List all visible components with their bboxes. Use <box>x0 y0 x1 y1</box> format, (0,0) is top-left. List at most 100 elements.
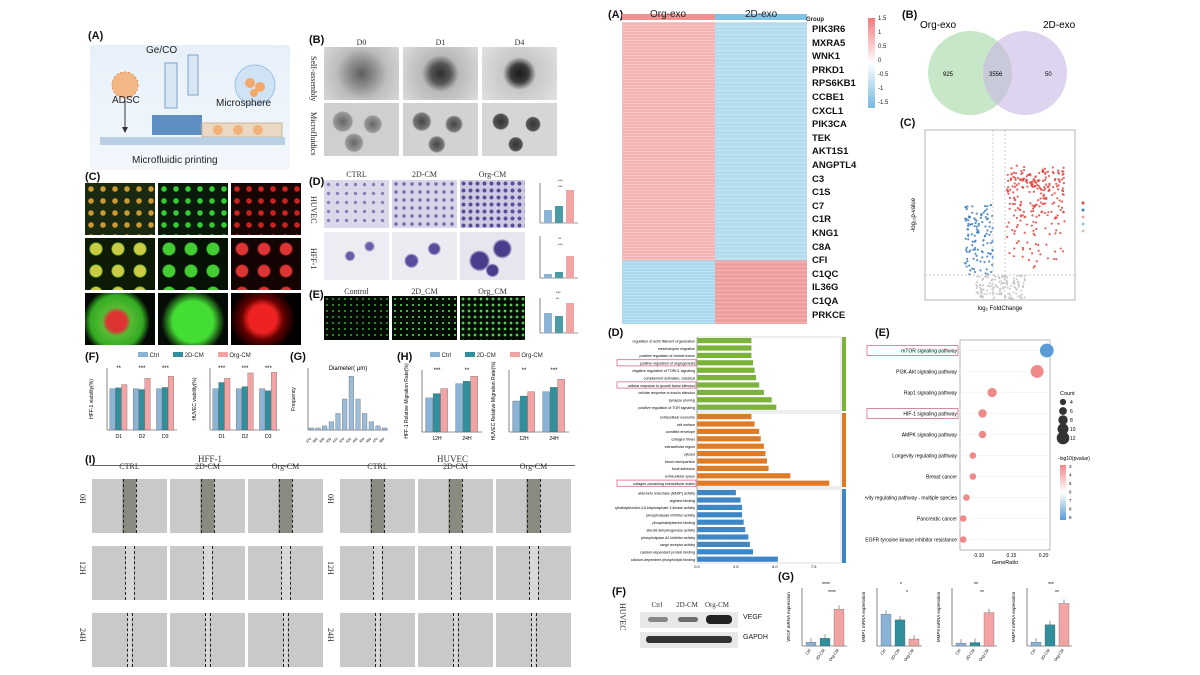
volcano-point-up <box>1050 210 1053 213</box>
volcano-point-up <box>1035 203 1038 206</box>
f-hff-bar <box>144 378 151 431</box>
i-row-label: 24H <box>78 628 87 642</box>
volcano-point-ns <box>978 275 981 278</box>
volcano-point-down <box>964 219 967 222</box>
b-micro-d0-top <box>324 47 399 100</box>
volcano-point-down <box>967 238 970 241</box>
volcano-point-up <box>1015 225 1018 229</box>
volcano-point-up <box>1016 195 1019 198</box>
kegg-bubble <box>969 473 977 480</box>
qpcr-bar <box>969 642 981 647</box>
volcano-point-ns <box>1011 282 1014 285</box>
volcano-point-down <box>982 243 985 247</box>
kegg-highlight <box>866 408 959 419</box>
panel-f-label: (F) <box>85 351 100 363</box>
i-divider-hff <box>90 465 330 466</box>
c-fluor-merged-3 <box>85 293 155 345</box>
volcano-point-ns <box>982 296 985 299</box>
volcano-point-down <box>967 222 970 225</box>
kegg-pathway-label: HIF-1 signaling pathway <box>903 412 957 418</box>
heatmap-scale-tick: -0.5 <box>878 72 889 78</box>
microsphere-label: Microsphere <box>216 98 272 109</box>
kegg-highlight <box>866 345 959 356</box>
f-hff-bar <box>115 387 122 431</box>
volcano-point-up <box>1009 188 1012 191</box>
volcano-point-up <box>1030 184 1034 187</box>
go-term: positive regulation of TOR signaling <box>638 406 695 410</box>
go-bar <box>697 451 766 457</box>
volcano-point-up <box>1057 184 1060 187</box>
heatmap-gene-label: C8A <box>812 241 832 253</box>
volcano-point-up <box>1033 234 1036 237</box>
volcano-point-up <box>1051 202 1054 205</box>
volcano-point-ns <box>1012 280 1015 283</box>
volcano-point-up <box>1021 248 1025 251</box>
volcano-point-up <box>1053 250 1057 253</box>
go-bar <box>697 404 777 410</box>
volcano-point-up <box>1048 233 1051 236</box>
volcano-point-ns <box>982 278 985 281</box>
f-huvec-bar <box>212 388 219 431</box>
d-transwell-huvec-org <box>460 180 525 228</box>
volcano-point-ns <box>975 286 978 289</box>
volcano-point-ns <box>986 289 989 292</box>
kegg-pathway-label: Rap1 signaling pathway <box>904 391 958 397</box>
volcano-point-down <box>973 217 976 220</box>
volcano-point-up <box>1015 216 1018 220</box>
go-bar <box>697 338 752 344</box>
go-xtick: 7.5 <box>811 564 817 569</box>
volcano-point-down <box>975 212 978 215</box>
volcano-point-up <box>1042 189 1045 192</box>
qpcr-tick: Ctrl <box>1029 648 1037 656</box>
volcano-point-down <box>979 269 982 272</box>
volcano-point-ns <box>1009 284 1012 287</box>
volcano-point-ns <box>1015 277 1018 280</box>
go-group-frame <box>696 336 842 412</box>
volcano-point-up <box>1058 180 1061 183</box>
go-term: arginine binding <box>670 499 695 503</box>
heatmap-gene-label: C1S <box>812 187 831 199</box>
volcano-point-up <box>1062 189 1065 193</box>
volcano-point-up <box>1035 215 1038 218</box>
volcano-point-ns <box>994 275 997 278</box>
volcano-point-up <box>1041 168 1045 171</box>
heatmap-colorbar <box>868 18 875 108</box>
f-viability-charts: HFF-1 viability(%) D1 ** D2 *** D3 *** HUVEC vi… <box>89 366 280 440</box>
venn-set1-label: Org-exo <box>920 20 957 31</box>
volcano-point-up <box>1039 197 1042 200</box>
volcano-point-up <box>1045 243 1048 246</box>
volcano-point-ns <box>1000 282 1003 285</box>
wb-band-vegf <box>640 612 738 628</box>
volcano-point-down <box>968 250 971 253</box>
go-group-bar <box>842 413 846 487</box>
g-tick: 390 <box>318 437 325 444</box>
volcano-point-up <box>1013 182 1016 185</box>
b-micro-d4-bottom <box>482 103 557 156</box>
h-hff-bar <box>432 393 441 433</box>
volcano-point-up <box>1032 229 1035 232</box>
wb-cell-label: HUVEC <box>618 603 627 631</box>
volcano-point-down <box>977 229 980 232</box>
b-col-d1: D1 <box>435 38 446 47</box>
volcano-point-ns <box>987 274 990 277</box>
volcano-point-down <box>973 224 976 228</box>
volcano-point-up <box>1010 167 1013 170</box>
panel-g-label: (G) <box>290 351 306 363</box>
f-hff-tick: D3 <box>162 434 169 440</box>
volcano-point-down <box>986 255 989 258</box>
d-transwell-huvec-2d <box>392 180 457 228</box>
heatmap-group-bar-org <box>622 14 715 20</box>
h-hff-bar <box>440 388 448 433</box>
i-scratch-image <box>92 546 167 600</box>
f-hff-bar <box>121 384 128 431</box>
go-group-frame <box>696 412 842 488</box>
f-huvec-tick: D1 <box>218 434 225 440</box>
h-legend-ctrl: Ctrl <box>430 352 451 359</box>
i-scratch-image <box>340 546 415 600</box>
volcano-point-up <box>1031 214 1034 217</box>
volcano-point-up <box>1022 210 1025 213</box>
volcano-point-down <box>968 264 971 267</box>
volcano-point-up <box>1011 202 1015 206</box>
e-col-control: Control <box>344 287 369 296</box>
volcano-point-ns <box>991 278 994 281</box>
